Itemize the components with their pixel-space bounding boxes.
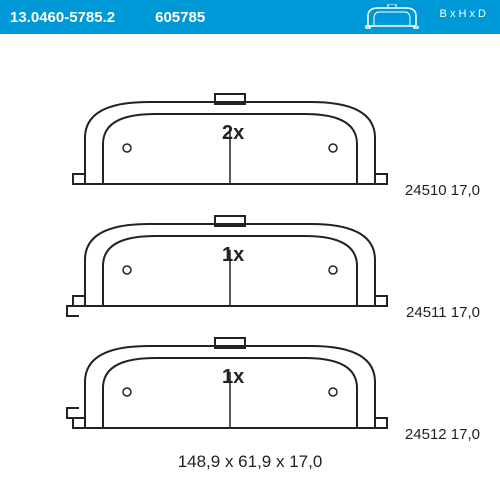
pad-3-qty: 1x bbox=[222, 366, 244, 389]
pad-3-code: 24512 17,0 bbox=[405, 426, 480, 443]
pad-2-qty: 1x bbox=[222, 244, 244, 267]
part-number: 13.0460-5785.2 bbox=[10, 9, 115, 26]
pad-1-qty: 2x bbox=[222, 122, 244, 145]
alt-number: 605785 bbox=[155, 9, 205, 26]
pad-1-code: 24510 17,0 bbox=[405, 182, 480, 199]
dimension-label: B x H x D bbox=[440, 8, 486, 20]
header-bar: 13.0460-5785.2 605785 B x H x D bbox=[0, 0, 500, 34]
footer-dimensions: 148,9 x 61,9 x 17,0 bbox=[0, 452, 500, 472]
diagram-area: 2x 24510 17,0 1x 24511 17,0 1x 24512 17,… bbox=[0, 34, 500, 500]
pad-2-code: 24511 17,0 bbox=[406, 304, 480, 321]
pad-outline-icon bbox=[364, 4, 420, 30]
